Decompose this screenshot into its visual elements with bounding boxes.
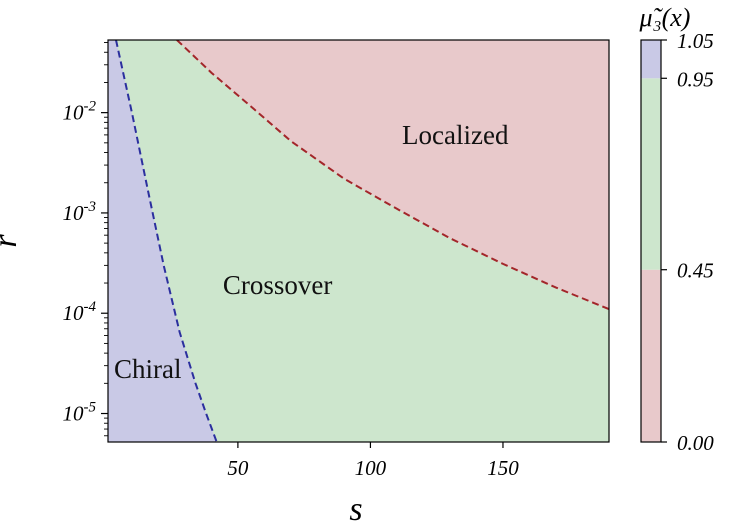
colorbar-tick-label: 0.00: [677, 431, 714, 455]
y-tick-label: 10-3: [63, 199, 97, 225]
localized-region: [176, 40, 609, 310]
colorbar-band: [641, 269, 661, 442]
region-label-chiral: Chiral: [114, 354, 182, 384]
colorbar-tick-label: 1.05: [677, 29, 714, 53]
y-tick-label: 10-2: [63, 99, 97, 125]
x-tick-label: 150: [487, 456, 519, 480]
x-axis-ticks: 50 100 150: [227, 442, 519, 480]
plot-area: [108, 40, 609, 442]
plot-frame: [107, 39, 610, 443]
colorbar-band: [641, 40, 661, 79]
colorbar-band: [641, 78, 661, 270]
region-label-crossover: Crossover: [223, 270, 333, 300]
x-tick-label: 50: [227, 456, 249, 480]
region-labels: Chiral Crossover Localized: [114, 120, 509, 384]
y-tick-label: 10-4: [63, 299, 97, 325]
colorbar: 0.00 0.45 0.95 1.05: [640, 29, 714, 455]
chiral-boundary-line: [115, 40, 218, 442]
y-axis-label: r: [0, 234, 24, 248]
chiral-region: [108, 40, 217, 442]
colorbar-tick-label: 0.45: [677, 259, 714, 283]
y-axis-ticks: 10-5 10-4 10-3 10-2: [63, 42, 108, 437]
y-tick-label: 10-5: [63, 400, 97, 426]
colorbar-title: μ̃₃(x): [639, 3, 691, 32]
x-tick-label: 100: [355, 456, 387, 480]
x-axis-label: s: [349, 491, 362, 526]
localized-boundary-line: [176, 40, 609, 311]
colorbar-tick-label: 0.95: [677, 67, 714, 91]
region-label-localized: Localized: [402, 120, 509, 150]
colorbar-frame: [640, 39, 662, 443]
